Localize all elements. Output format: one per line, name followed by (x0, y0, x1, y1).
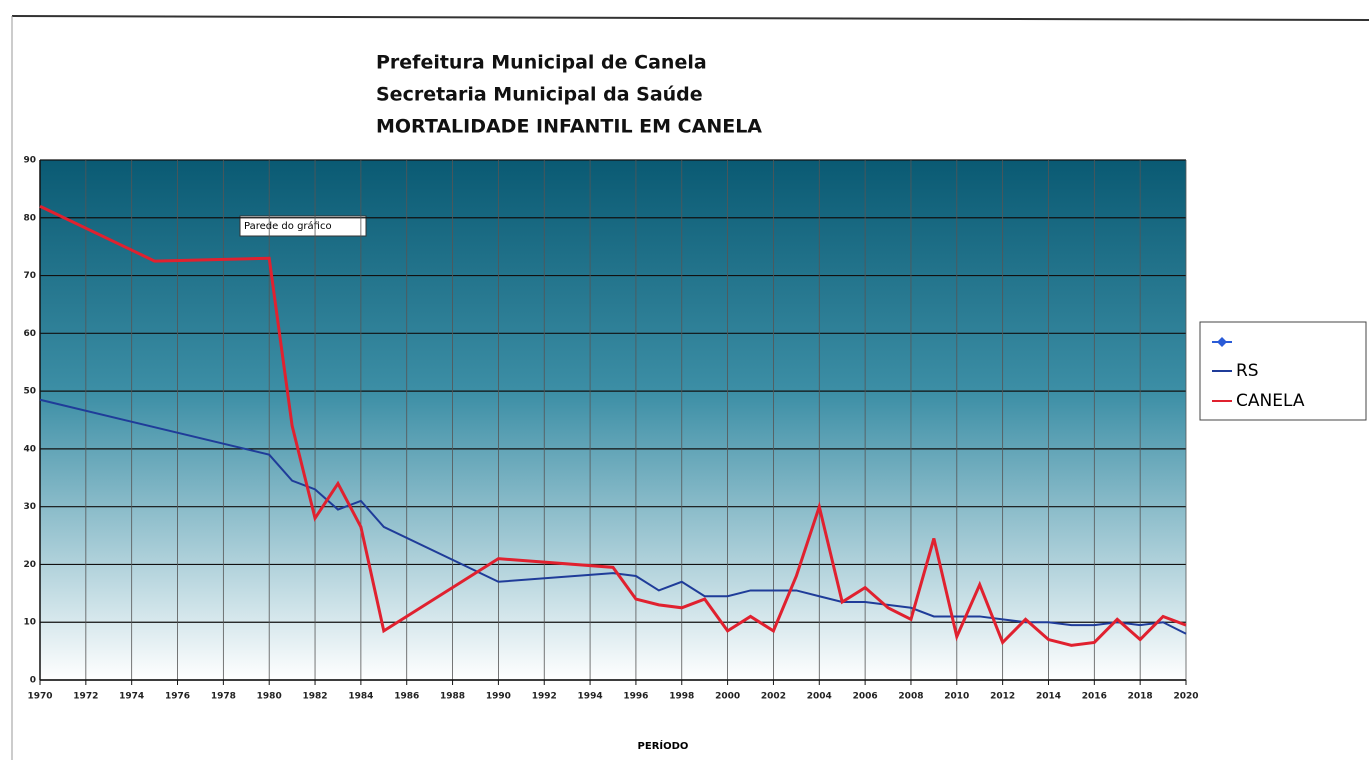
x-tick-label: 1986 (394, 692, 419, 702)
x-tick-label: 1998 (669, 692, 694, 702)
x-tick-label: 2014 (1036, 692, 1061, 702)
legend-marker (1217, 337, 1227, 347)
x-tick-label: 1996 (623, 692, 648, 702)
y-tick-label: 0 (30, 676, 36, 686)
y-tick-label: 60 (23, 329, 36, 339)
series-line (39, 398, 1187, 635)
x-tick-label: 1982 (303, 692, 328, 702)
x-tick-label: 2000 (715, 692, 740, 702)
y-tick-label: 30 (23, 502, 36, 512)
annotation-box (239, 215, 367, 237)
annotation: Parede do gráfico (244, 220, 332, 232)
y-tick-label: 50 (23, 387, 36, 397)
x-tick-label: 2012 (990, 692, 1015, 702)
y-tick-label: 80 (23, 213, 36, 223)
frame-top (11, 15, 1369, 21)
x-tick-label: 2002 (761, 692, 786, 702)
x-tick-label: 2004 (807, 692, 832, 702)
x-tick-label: 2006 (853, 692, 878, 702)
title-line: Prefeitura Municipal de Canela (376, 52, 707, 74)
x-tick-label: 1974 (119, 692, 144, 702)
x-tick-label: 2016 (1082, 692, 1107, 702)
y-tick-label: 10 (23, 618, 36, 628)
x-tick-label: 1984 (348, 692, 373, 702)
x-tick-label: 1994 (578, 692, 603, 702)
x-tick-label: 1990 (486, 692, 511, 702)
y-tick-label: 90 (23, 156, 36, 166)
x-tick-label: 1978 (211, 692, 236, 702)
x-tick-label: 2020 (1173, 692, 1198, 702)
title-line: Secretaria Municipal da Saúde (376, 84, 703, 106)
y-tick-label: 40 (23, 444, 36, 454)
legend-label: CANELA (1236, 391, 1305, 411)
x-tick-label: 1992 (532, 692, 557, 702)
x-tick-label: 1972 (73, 692, 98, 702)
x-tick-label: 2008 (898, 692, 923, 702)
legend-label: RS (1236, 361, 1259, 381)
x-tick-label: 2010 (944, 692, 969, 702)
plot-background (40, 160, 1186, 680)
x-tick-label: 2018 (1128, 692, 1153, 702)
y-tick-label: 20 (23, 560, 36, 570)
series-line (39, 204, 1187, 647)
x-axis-label: PERÍODO (638, 739, 689, 752)
x-tick-label: 1970 (27, 692, 52, 702)
y-tick-label: 70 (23, 271, 36, 281)
title-line: MORTALIDADE INFANTIL EM CANELA (376, 116, 762, 138)
x-tick-label: 1988 (440, 692, 465, 702)
x-tick-label: 1980 (257, 692, 282, 702)
x-tick-label: 1976 (165, 692, 190, 702)
